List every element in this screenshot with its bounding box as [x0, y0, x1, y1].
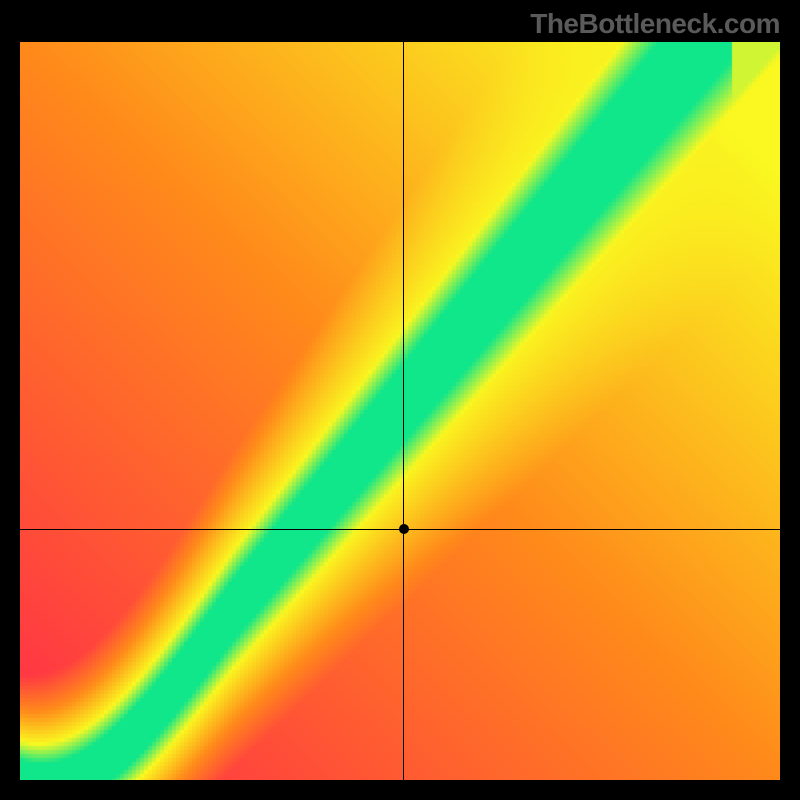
crosshair-vertical — [403, 42, 404, 780]
heatmap-canvas — [20, 42, 780, 780]
crosshair-marker — [399, 524, 409, 534]
plot-area — [20, 42, 780, 780]
watermark-text: TheBottleneck.com — [530, 8, 780, 40]
chart-container: TheBottleneck.com — [0, 0, 800, 800]
